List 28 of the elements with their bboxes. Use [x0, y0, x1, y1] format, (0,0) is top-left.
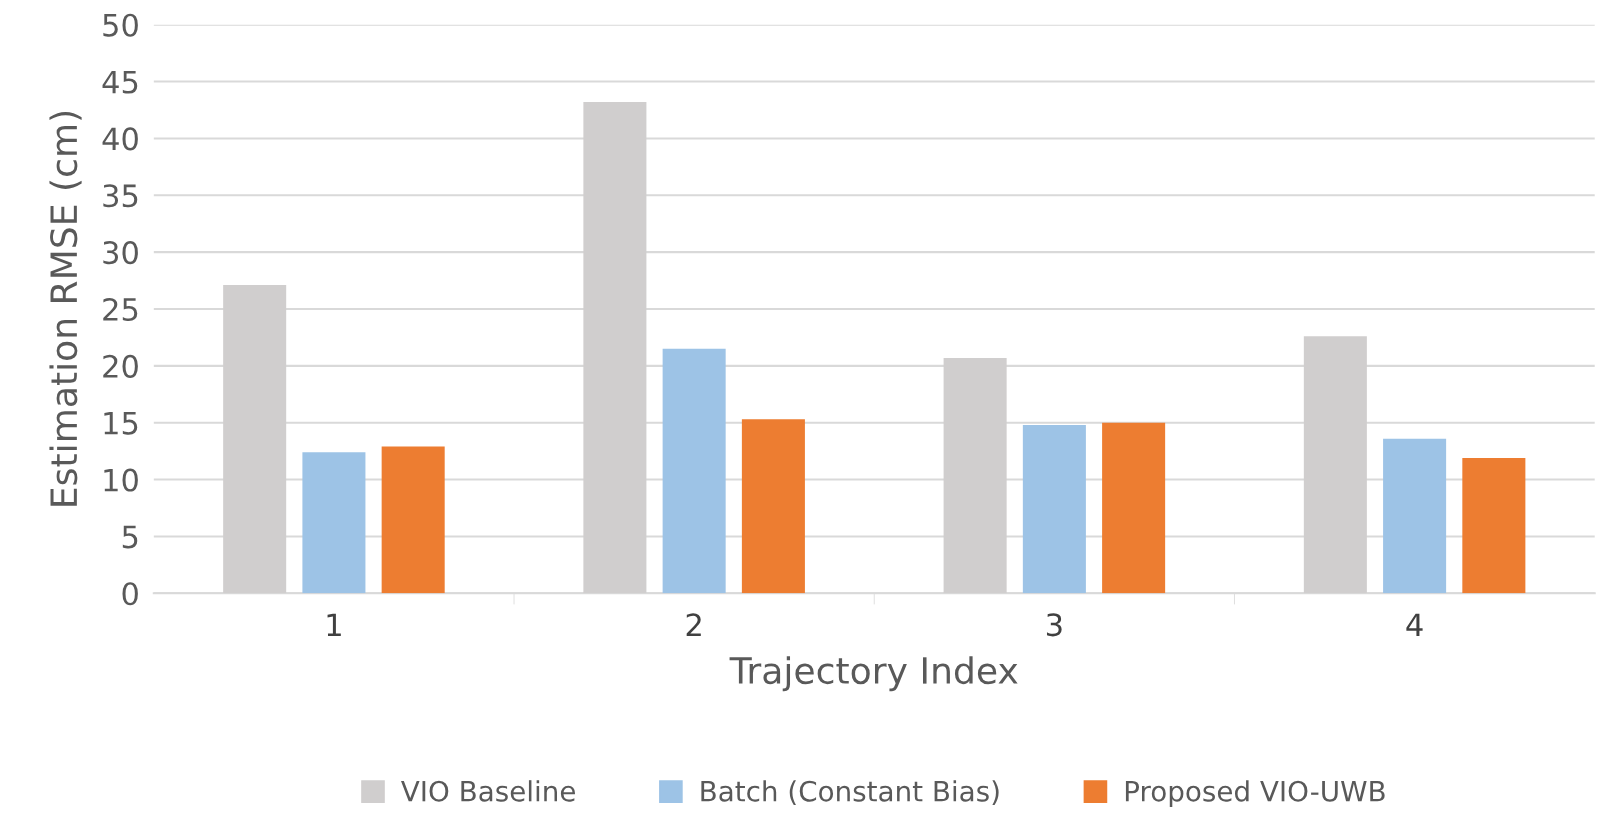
y-tick-label: 30 — [103, 241, 138, 265]
x-axis-title: Trajectory Index — [729, 656, 1018, 692]
y-tick-label: 45 — [102, 70, 138, 94]
bar — [1383, 438, 1447, 594]
bar — [741, 419, 805, 594]
y-tick-label: 10 — [104, 468, 138, 492]
bar — [302, 452, 366, 594]
y-tick-label: 50 — [103, 13, 138, 37]
x-tick-label: 3 — [1046, 613, 1062, 637]
bar — [1022, 424, 1086, 594]
y-tick-label: 20 — [103, 354, 138, 378]
y-tick-label: 0 — [122, 582, 138, 606]
y-tick-label: 25 — [103, 297, 138, 322]
x-tick-label: 4 — [1406, 613, 1423, 636]
bar — [1102, 422, 1166, 594]
bar — [662, 348, 726, 594]
y-tick-label: 15 — [104, 412, 138, 435]
bar — [1462, 457, 1526, 594]
legend-label: Proposed VIO-UWB — [1125, 780, 1385, 808]
y-tick-label: 40 — [102, 127, 138, 151]
y-tick-label: 5 — [122, 525, 138, 549]
legend-label: VIO Baseline — [401, 780, 575, 802]
x-tick-label: 1 — [327, 613, 341, 636]
bar — [381, 446, 445, 594]
y-axis-title: Estimation RMSE (cm) — [49, 111, 82, 506]
x-tick-label: 2 — [686, 613, 701, 636]
y-tick-label: 35 — [103, 184, 138, 208]
legend-label: Batch (Constant Bias) — [701, 780, 999, 805]
